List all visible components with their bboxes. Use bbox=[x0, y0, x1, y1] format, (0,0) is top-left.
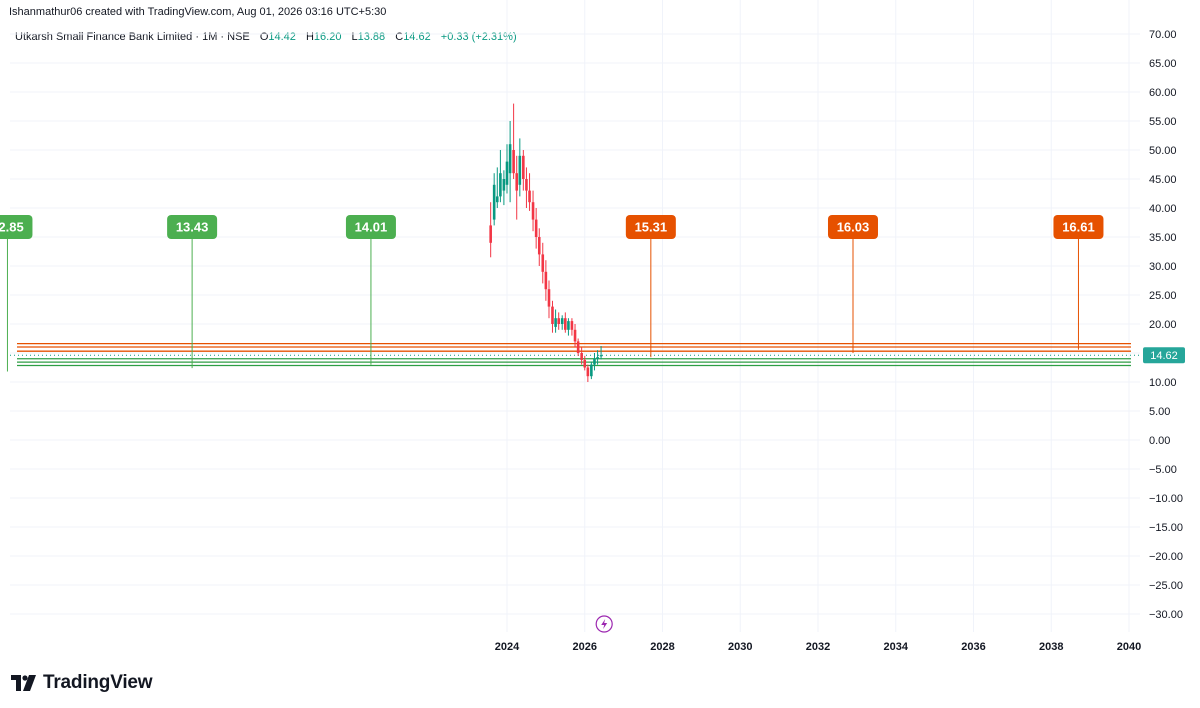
tradingview-wordmark: TradingView bbox=[43, 672, 153, 693]
y-tick-label: 45.00 bbox=[1149, 174, 1177, 186]
candle-body bbox=[551, 306, 554, 324]
last-price-value: 14.62 bbox=[1150, 350, 1178, 362]
y-tick-label: −20.00 bbox=[1149, 551, 1183, 563]
candle-body bbox=[564, 318, 567, 330]
x-tick-label: 2028 bbox=[650, 641, 674, 653]
candle-body bbox=[531, 202, 535, 220]
candle-body bbox=[544, 271, 548, 290]
x-tick-label: 2026 bbox=[573, 641, 597, 653]
level-marker-box bbox=[1053, 215, 1104, 239]
y-tick-label: 40.00 bbox=[1149, 203, 1177, 215]
last-price-tag bbox=[1143, 347, 1185, 364]
close-label: C bbox=[395, 31, 404, 43]
candle-body bbox=[586, 367, 590, 377]
candle-body bbox=[576, 341, 580, 353]
y-tick-label: 70.00 bbox=[1149, 29, 1177, 41]
open-label: O bbox=[259, 31, 269, 43]
candle-body bbox=[560, 318, 564, 324]
candle-body bbox=[518, 155, 522, 185]
level-marker-box bbox=[827, 215, 878, 239]
candle-body bbox=[573, 329, 577, 342]
level-marker-box bbox=[625, 215, 676, 239]
candle-body bbox=[512, 150, 515, 174]
level-marker-label: 12.85 bbox=[0, 220, 24, 235]
y-tick-label: 65.00 bbox=[1149, 58, 1177, 70]
candle-body bbox=[528, 190, 531, 203]
level-marker-label: 16.61 bbox=[1062, 220, 1095, 235]
tradingview-logo-icon bbox=[11, 675, 36, 691]
candle-body bbox=[508, 144, 512, 174]
candle-body bbox=[502, 179, 506, 191]
x-tick-label: 2038 bbox=[1039, 641, 1063, 653]
level-marker-box bbox=[345, 215, 396, 239]
x-tick-label: 2030 bbox=[728, 641, 752, 653]
y-tick-label: 30.00 bbox=[1149, 261, 1177, 273]
candle-body bbox=[599, 355, 603, 357]
level-marker-box bbox=[167, 215, 218, 239]
candle-body bbox=[596, 357, 599, 359]
chart-credit: Ishanmathur06 created with TradingView.c… bbox=[9, 6, 387, 18]
tradingview-brand: TradingView bbox=[11, 672, 153, 694]
candle-body bbox=[557, 318, 561, 324]
y-tick-label: 10.00 bbox=[1149, 377, 1177, 389]
level-marker-box bbox=[0, 215, 33, 239]
candle-body bbox=[489, 225, 492, 243]
y-tick-label: 25.00 bbox=[1149, 290, 1177, 302]
candle-body bbox=[570, 321, 574, 330]
y-tick-label: −15.00 bbox=[1149, 522, 1183, 534]
y-tick-label: 20.00 bbox=[1149, 319, 1177, 331]
x-tick-label: 2032 bbox=[806, 641, 830, 653]
candle-body bbox=[522, 155, 525, 179]
level-marker-label: 13.43 bbox=[176, 220, 209, 235]
y-tick-label: 0.00 bbox=[1149, 435, 1170, 447]
y-tick-label: 50.00 bbox=[1149, 145, 1177, 157]
y-tick-label: 55.00 bbox=[1149, 116, 1177, 128]
candle-body bbox=[499, 173, 502, 197]
candle-body bbox=[515, 173, 519, 191]
x-tick-label: 2024 bbox=[495, 641, 520, 653]
x-tick-label: 2040 bbox=[1117, 641, 1141, 653]
y-tick-label: 5.00 bbox=[1149, 406, 1170, 418]
x-tick-label: 2036 bbox=[961, 641, 985, 653]
y-tick-label: −30.00 bbox=[1149, 609, 1183, 621]
candle-body bbox=[547, 289, 551, 307]
lightning-icon bbox=[595, 615, 613, 633]
level-marker-label: 15.31 bbox=[635, 220, 668, 235]
x-tick-label: 2034 bbox=[884, 641, 909, 653]
candle-body bbox=[495, 196, 499, 203]
candle-body bbox=[537, 237, 541, 255]
level-marker-label: 16.03 bbox=[837, 220, 870, 235]
candle-body bbox=[590, 364, 593, 377]
level-marker-label: 14.01 bbox=[355, 220, 388, 235]
candle-body bbox=[567, 321, 570, 330]
candle-body bbox=[492, 184, 496, 220]
y-tick-label: −25.00 bbox=[1149, 580, 1183, 592]
y-tick-label: 60.00 bbox=[1149, 87, 1177, 99]
y-tick-label: −10.00 bbox=[1149, 493, 1183, 505]
candle-body bbox=[541, 254, 545, 272]
candle-body bbox=[583, 359, 587, 368]
candle-body bbox=[534, 219, 538, 237]
y-tick-label: −5.00 bbox=[1149, 464, 1177, 476]
candle-body bbox=[525, 179, 528, 191]
price-chart[interactable]: 70.00 65.00 60.00 55.00 50.00 45.00 40.00 35.00… bbox=[0, 0, 1200, 660]
y-tick-label: 35.00 bbox=[1149, 232, 1177, 244]
low-label: L bbox=[351, 31, 358, 43]
candle-body bbox=[505, 161, 509, 185]
candle-body bbox=[554, 318, 557, 327]
event-marker-bolt bbox=[601, 619, 608, 629]
candle-body bbox=[580, 353, 583, 360]
high-label: H bbox=[305, 31, 314, 43]
candle-body bbox=[593, 358, 596, 365]
